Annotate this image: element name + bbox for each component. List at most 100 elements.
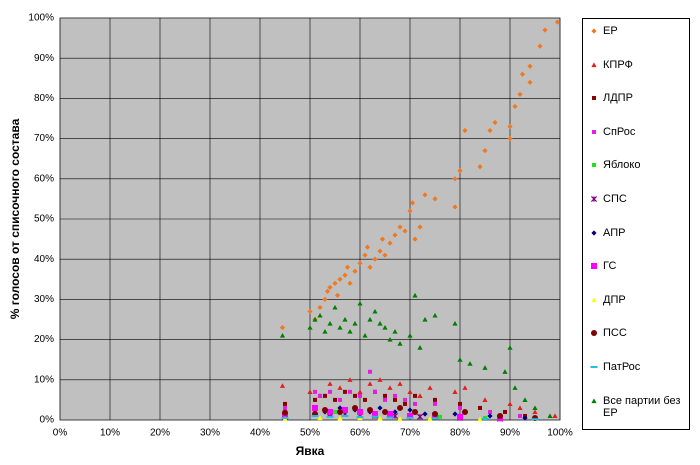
point (387, 410, 393, 417)
point (393, 393, 397, 398)
point (387, 240, 393, 246)
legend-swatch (591, 263, 597, 270)
point (352, 268, 358, 274)
point (457, 413, 463, 420)
legend-swatch (591, 61, 597, 67)
y-tick-label: 80% (34, 93, 54, 104)
point (527, 63, 533, 69)
x-tick-label: 30% (200, 428, 220, 439)
point (432, 196, 438, 202)
point (522, 397, 528, 402)
legend-entry: ДПР (589, 294, 687, 306)
legend-label: Все партии без ЕР (603, 394, 681, 419)
point (392, 232, 398, 238)
point (413, 393, 417, 398)
point (342, 272, 348, 278)
point (322, 406, 328, 413)
legend-label: АПР (603, 226, 626, 239)
point (379, 236, 386, 242)
point (347, 280, 353, 286)
point (337, 276, 343, 282)
point (353, 393, 357, 398)
legend-entry: КПРФ (589, 59, 687, 71)
legend-swatch (591, 297, 597, 302)
point (307, 389, 313, 394)
point (592, 129, 596, 134)
point (333, 409, 337, 414)
point (358, 393, 362, 398)
point (337, 405, 343, 411)
point (478, 405, 482, 410)
point (337, 324, 343, 330)
x-tick-label: 80% (450, 428, 470, 439)
point (527, 79, 533, 85)
legend-swatch (590, 366, 598, 368)
point (467, 361, 473, 366)
x-tick-label: 20% (150, 428, 170, 439)
point (333, 397, 337, 402)
point (373, 389, 377, 394)
point (307, 324, 313, 330)
point (416, 413, 424, 420)
point (477, 164, 483, 170)
point (363, 397, 367, 402)
point (383, 393, 387, 398)
legend-entry: СПС (589, 193, 687, 205)
point (372, 256, 378, 262)
legend-entry: ЛДПР (589, 92, 687, 104)
legend-label: ДПР (603, 293, 626, 306)
legend-label: Яблоко (603, 159, 641, 172)
point (397, 404, 403, 411)
point (497, 412, 503, 419)
legend-label: КПРФ (603, 58, 633, 71)
point (367, 381, 373, 386)
point (422, 192, 428, 198)
point (337, 385, 343, 390)
point (413, 401, 417, 406)
point (591, 61, 597, 67)
point (377, 377, 383, 382)
point (591, 263, 597, 270)
point (307, 308, 313, 315)
point (452, 411, 458, 417)
legend-label: ЛДПР (603, 92, 633, 105)
point (392, 328, 398, 334)
point (432, 410, 438, 417)
point (312, 404, 318, 411)
point (417, 393, 423, 398)
point (377, 320, 383, 326)
point (507, 136, 513, 142)
point (364, 244, 371, 250)
point (282, 412, 288, 419)
legend-label: ПСС (603, 327, 627, 340)
point (452, 320, 458, 326)
y-tick-label: 90% (34, 53, 54, 64)
point (452, 176, 458, 182)
point (367, 316, 373, 322)
point (322, 296, 328, 302)
point (283, 405, 287, 410)
y-tick-label: 0% (40, 415, 55, 426)
point (338, 397, 342, 402)
point (592, 96, 596, 101)
legend-entry: СпРос (589, 126, 687, 138)
point (279, 324, 286, 331)
legend-label: ГС (603, 260, 617, 273)
point (348, 389, 352, 394)
point (591, 297, 597, 302)
y-tick-label: 50% (34, 214, 54, 225)
point (372, 410, 378, 417)
point (324, 288, 331, 294)
point (397, 416, 403, 421)
point (487, 413, 493, 419)
point (547, 413, 553, 419)
point (592, 163, 596, 168)
point (517, 405, 523, 411)
point (367, 406, 373, 413)
point (367, 264, 373, 270)
point (417, 345, 423, 350)
legend-label: ЕР (603, 25, 618, 37)
point (327, 381, 333, 386)
legend-swatch (590, 195, 598, 203)
point (427, 416, 433, 421)
